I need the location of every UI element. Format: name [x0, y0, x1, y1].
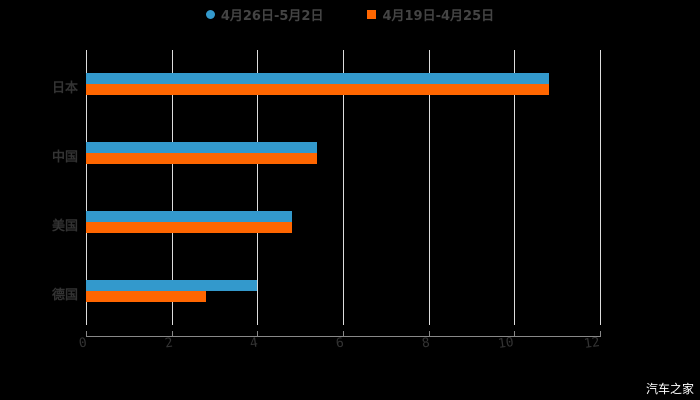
- bar[interactable]: [86, 153, 318, 164]
- y-category-label: 中国: [51, 150, 78, 165]
- gridline: [257, 50, 259, 325]
- bar[interactable]: [86, 280, 258, 291]
- x-tick-label: 4: [249, 335, 260, 352]
- legend-circle-icon: [205, 9, 215, 19]
- legend-item-series-1[interactable]: 4月26日-5月2日: [205, 5, 324, 24]
- gridline: [86, 50, 87, 325]
- y-category-label: 德国: [51, 288, 78, 303]
- x-tick: [428, 331, 430, 337]
- gridline: [600, 50, 601, 325]
- bar[interactable]: [86, 142, 318, 153]
- watermark: 汽车之家: [645, 382, 694, 396]
- gridline: [343, 50, 344, 325]
- x-tick-label: 6: [334, 335, 345, 352]
- x-tick-label: 2: [163, 335, 174, 352]
- legend-label: 4月26日-5月2日: [220, 8, 324, 24]
- gridline: [171, 50, 173, 325]
- chart-legend: 4月26日-5月2日 4月19日-4月25日: [0, 4, 700, 24]
- bar[interactable]: [86, 222, 292, 233]
- legend-label: 4月19日-4月25日: [382, 8, 495, 24]
- bar[interactable]: [86, 73, 549, 84]
- x-tick: [86, 331, 87, 337]
- y-category-label: 美国: [51, 219, 78, 234]
- x-tick-label: 12: [583, 334, 601, 353]
- x-tick: [514, 331, 516, 337]
- x-tick: [257, 331, 259, 337]
- x-tick-label: 10: [497, 334, 515, 353]
- bar[interactable]: [86, 211, 292, 222]
- gridline: [514, 50, 516, 325]
- legend-square-icon: [367, 9, 377, 19]
- y-category-label: 日本: [51, 81, 78, 96]
- bar[interactable]: [86, 291, 206, 302]
- x-tick: [343, 331, 344, 337]
- x-tick-label: 8: [420, 335, 431, 352]
- gridline: [428, 50, 430, 325]
- x-tick-label: 0: [77, 335, 88, 352]
- bar[interactable]: [86, 84, 549, 95]
- legend-item-series-2[interactable]: 4月19日-4月25日: [367, 5, 494, 24]
- x-tick: [600, 331, 601, 337]
- x-tick: [171, 331, 173, 337]
